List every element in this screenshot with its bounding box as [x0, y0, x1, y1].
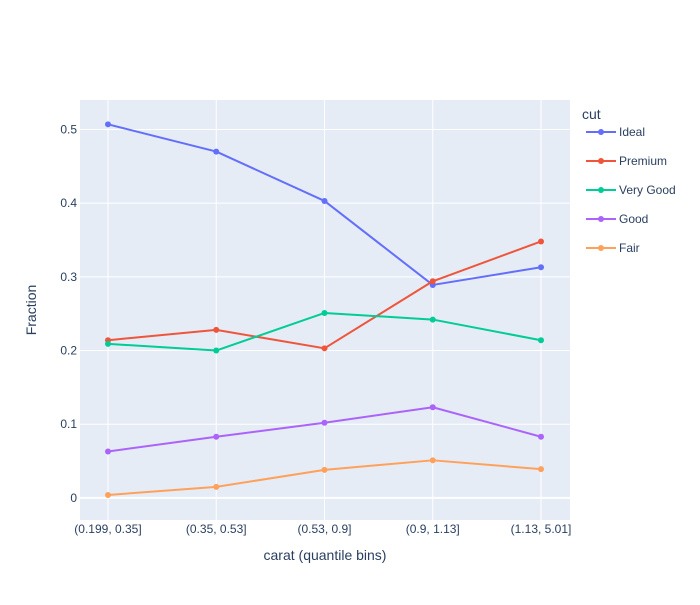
y-tick-label: 0.4 [60, 196, 77, 210]
data-point-ideal[interactable] [538, 264, 544, 271]
data-point-very-good[interactable] [105, 340, 111, 347]
y-tick-label: 0.5 [60, 122, 77, 136]
data-point-premium[interactable] [213, 326, 220, 333]
data-point-fair[interactable] [105, 491, 111, 498]
y-axis-title: Fraction [23, 285, 39, 336]
axes: (0.199, 0.35] (0.35, 0.53] (0.53, 0.9] (0.9… [60, 122, 571, 536]
data-point-good[interactable] [429, 404, 436, 411]
legend-swatch-marker [598, 158, 604, 164]
data-point-very-good[interactable] [429, 316, 436, 323]
legend-label: Good [619, 212, 648, 226]
y-tick-label: 0.2 [60, 344, 77, 358]
data-point-very-good[interactable] [321, 309, 328, 316]
legend-item-fair[interactable]: Fair [586, 241, 640, 255]
legend-title: cut [582, 106, 601, 122]
data-point-premium[interactable] [538, 238, 544, 245]
data-point-ideal[interactable] [213, 148, 220, 155]
data-point-premium[interactable] [429, 278, 436, 285]
y-tick-label: 0 [70, 491, 77, 505]
data-point-very-good[interactable] [538, 337, 544, 344]
legend-item-premium[interactable]: Premium [586, 154, 667, 168]
legend-swatch-marker [598, 187, 604, 193]
legend-item-good[interactable]: Good [586, 212, 648, 226]
data-point-ideal[interactable] [105, 121, 111, 128]
data-point-fair[interactable] [321, 466, 328, 473]
data-point-good[interactable] [321, 419, 328, 426]
legend-label: Very Good [619, 183, 676, 197]
legend-item-ideal[interactable]: Ideal [586, 125, 645, 139]
x-tick-label: (0.35, 0.53] [186, 522, 247, 536]
legend-swatch-marker [598, 129, 604, 135]
series-layer [105, 121, 544, 498]
x-tick-label: (1.13, 5.01] [511, 522, 572, 536]
data-point-fair[interactable] [538, 466, 544, 473]
legend-label: Premium [619, 154, 667, 168]
data-point-fair[interactable] [429, 457, 436, 464]
legend-item-very-good[interactable]: Very Good [586, 183, 676, 197]
legend-label: Ideal [619, 125, 645, 139]
data-point-good[interactable] [538, 433, 544, 440]
data-point-good[interactable] [213, 433, 220, 440]
legend-swatch-marker [598, 216, 604, 222]
x-tick-label: (0.9, 1.13] [406, 522, 460, 536]
x-axis-title: carat (quantile bins) [264, 547, 387, 563]
y-tick-label: 0.3 [60, 270, 77, 284]
data-point-fair[interactable] [213, 483, 220, 490]
x-tick-label: (0.53, 0.9] [297, 522, 351, 536]
legend[interactable]: cut Ideal Premium Very Good Good Fair [582, 106, 676, 255]
legend-swatch-marker [598, 245, 604, 251]
legend-label: Fair [619, 241, 640, 255]
data-point-very-good[interactable] [213, 347, 220, 354]
data-point-good[interactable] [105, 448, 111, 455]
y-tick-label: 0.1 [60, 417, 77, 431]
x-tick-label: (0.199, 0.35] [74, 522, 141, 536]
data-point-premium[interactable] [321, 345, 328, 352]
data-point-ideal[interactable] [321, 197, 328, 204]
